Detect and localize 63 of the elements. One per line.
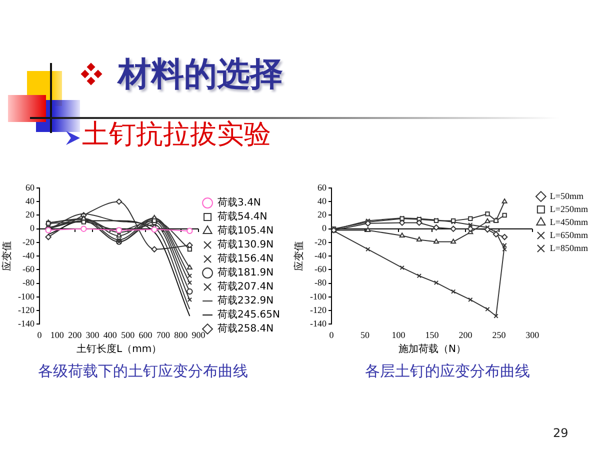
x-tick-label: 50	[360, 330, 370, 340]
y-tick-label: 40	[317, 196, 327, 206]
y-tick-label: 60	[25, 182, 35, 192]
y-tick-label: -40	[314, 250, 327, 260]
legend-label: L=850mm	[550, 242, 588, 253]
chart-subtitle: 土钉抗拉拔实验	[82, 119, 271, 150]
y-axis-title: 应变值	[294, 241, 305, 272]
x-tick-label: 300	[526, 330, 540, 340]
y-tick-label: -60	[22, 264, 35, 274]
legend-label: L=250mm	[550, 204, 588, 214]
legend-label: 荷载54.4N	[218, 210, 268, 223]
y-tick-label: -20	[22, 236, 35, 247]
legend-label: 荷载181.9N	[218, 266, 274, 279]
y-axis-title: 应变值	[2, 241, 13, 272]
y-tick-label: 60	[317, 182, 327, 192]
legend-label: L=50mm	[550, 190, 584, 201]
x-tick-label: 200	[458, 330, 473, 340]
x-tick-label: 500	[121, 330, 136, 340]
y-tick-label: -60	[314, 264, 327, 274]
legend-label: 荷载207.4N	[218, 280, 274, 293]
x-axis-title: 土钉长度L（mm）	[76, 344, 162, 355]
x-tick-label: 700	[156, 330, 170, 340]
x-tick-label: 0	[37, 330, 42, 340]
y-tick-label: -100	[310, 291, 327, 302]
legend-label: 荷载156.4N	[218, 252, 274, 265]
legend-label: L=450mm	[550, 216, 588, 227]
x-axis-title: 施加荷载（N）	[398, 344, 466, 355]
chart-title: 材料的选择	[118, 54, 283, 93]
x-tick-label: 200	[68, 330, 82, 340]
legend-label: 荷载232.9N	[218, 294, 274, 307]
x-tick-label: 300	[86, 330, 100, 340]
y-tick-label: -80	[22, 278, 35, 288]
x-tick-label: 250	[492, 330, 506, 340]
y-tick-label: -40	[22, 250, 35, 260]
legend-label: 荷载245.65N	[218, 308, 280, 321]
text: 各级荷载下的土钉应变分布曲线	[38, 362, 248, 380]
y-tick-label: 0	[30, 223, 35, 234]
legend-label: 荷载105.4N	[218, 224, 274, 237]
y-tick-label: 0	[322, 223, 327, 234]
x-tick-label: 100	[50, 330, 64, 340]
legend-label: L=650mm	[550, 230, 588, 240]
y-tick-label: 20	[317, 210, 327, 220]
text: 各层土钉的应变分布曲线	[365, 362, 530, 380]
y-tick-label: -80	[314, 278, 327, 288]
y-tick-label: -140	[18, 318, 35, 329]
x-tick-label: 150	[425, 330, 440, 340]
x-tick-label: 900	[192, 330, 206, 340]
y-tick-label: -20	[314, 236, 327, 247]
x-tick-label: 100	[392, 330, 406, 340]
y-tick-label: 40	[25, 196, 35, 206]
x-tick-label: 800	[174, 330, 188, 340]
legend-label: 荷载258.4N	[218, 322, 274, 335]
y-tick-label: -140	[310, 318, 327, 329]
x-tick-label: 400	[103, 330, 118, 340]
legend-label: 荷载130.9N	[218, 238, 274, 251]
text: 29	[553, 426, 568, 440]
y-tick-label: 20	[25, 210, 35, 220]
y-tick-label: -120	[310, 304, 327, 315]
y-tick-label: -120	[18, 304, 35, 315]
x-tick-label: 0	[329, 330, 334, 340]
legend-label: 荷载3.4N	[218, 196, 261, 209]
y-tick-label: -100	[18, 291, 35, 302]
x-tick-label: 600	[138, 330, 153, 340]
